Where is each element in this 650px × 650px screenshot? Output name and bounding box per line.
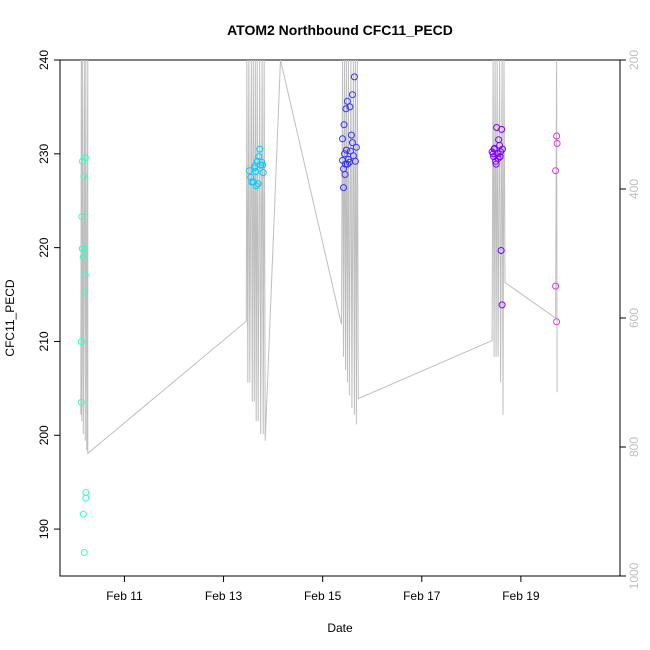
data-point-s0-2: [80, 172, 88, 180]
data-point-s4-0: [552, 167, 560, 175]
altitude-trace: [80, 60, 558, 455]
data-point-s1-14: [259, 169, 267, 177]
data-point-s3-15: [497, 247, 505, 254]
data-point-s3-9: [498, 125, 506, 133]
data-point-s2-21: [340, 184, 347, 192]
data-point-s2-20: [341, 171, 349, 178]
data-point-s2-3: [343, 97, 351, 105]
y2-tick-label: 1000: [627, 562, 641, 589]
data-point-s0-7: [81, 271, 89, 279]
y-tick-label: 190: [37, 519, 51, 539]
x-tick-label: Feb 17: [403, 589, 441, 603]
data-point-s4-1: [553, 132, 561, 140]
y2-tick-label: 800: [627, 437, 641, 457]
x-axis: Feb 11 Feb 13 Feb 15 Feb 17 Feb 19: [106, 576, 540, 603]
y2-tick-label: 200: [627, 50, 641, 70]
data-point-s1-8: [256, 145, 264, 153]
data-point-s0-8: [80, 288, 88, 296]
data-point-s3-14: [496, 153, 504, 161]
data-point-s1-12: [254, 180, 262, 188]
y2-tick-label: 600: [627, 308, 641, 328]
data-point-s1-7: [255, 153, 263, 161]
data-point-s2-18: [343, 160, 351, 168]
data-point-s2-22: [348, 139, 356, 147]
y-axis-label: CFC11_PECD: [3, 279, 17, 356]
chart-title: ATOM2 Northbound CFC11_PECD: [227, 22, 453, 38]
data-point-s2-4: [346, 103, 354, 111]
data-point-s0-6: [79, 253, 87, 261]
data-point-s2-12: [342, 146, 350, 154]
data-point-s3-11: [490, 145, 498, 153]
data-point-s0-12: [82, 494, 90, 502]
y-tick-label: 200: [37, 425, 51, 445]
data-point-s1-13: [252, 182, 260, 190]
y2-tick-label: 400: [627, 179, 641, 199]
data-point-s3-13: [494, 155, 502, 162]
data-point-s2-7: [347, 131, 355, 139]
data-point-s0-5: [81, 245, 89, 253]
data-point-s2-8: [352, 143, 360, 151]
data-point-s2-19: [345, 158, 353, 166]
y2-axis: 200 400 600 800 1000: [620, 50, 641, 589]
data-point-s0-10: [77, 398, 85, 406]
y-tick-label: 210: [37, 331, 51, 351]
altitude-line: [80, 60, 558, 455]
y-tick-label: 240: [37, 50, 51, 70]
y-tick-label: 220: [37, 237, 51, 257]
data-point-s3-17: [489, 150, 497, 158]
x-tick-label: Feb 13: [205, 589, 243, 603]
data-point-s2-1: [340, 121, 348, 129]
data-point-s0-1: [81, 154, 89, 162]
data-points: [77, 73, 561, 556]
data-point-s2-5: [348, 91, 356, 99]
data-point-s1-15: [251, 162, 259, 170]
y-axis: 190 200 210 220 230 240: [37, 50, 60, 539]
data-point-s1-11: [259, 161, 267, 169]
data-point-s0-3: [78, 213, 86, 221]
data-point-s3-16: [498, 301, 506, 309]
data-point-s2-13: [344, 155, 352, 163]
data-point-s2-10: [341, 150, 348, 158]
data-point-s2-6: [350, 73, 358, 81]
data-point-s4-2: [553, 140, 561, 147]
x-tick-label: Feb 11: [106, 589, 143, 603]
x-tick-label: Feb 19: [502, 589, 540, 603]
data-point-s4-3: [552, 282, 560, 290]
data-point-s0-13: [79, 510, 87, 518]
data-point-s4-4: [553, 318, 561, 326]
data-point-s0-4: [78, 245, 86, 253]
y-tick-label: 230: [37, 143, 51, 163]
x-axis-label: Date: [327, 621, 353, 635]
data-point-s2-0: [339, 135, 346, 143]
data-point-s0-14: [80, 549, 88, 556]
x-tick-label: Feb 15: [304, 589, 342, 603]
data-point-s0-9: [77, 338, 85, 345]
data-point-s3-10: [499, 145, 506, 153]
data-point-s2-2: [342, 105, 350, 113]
